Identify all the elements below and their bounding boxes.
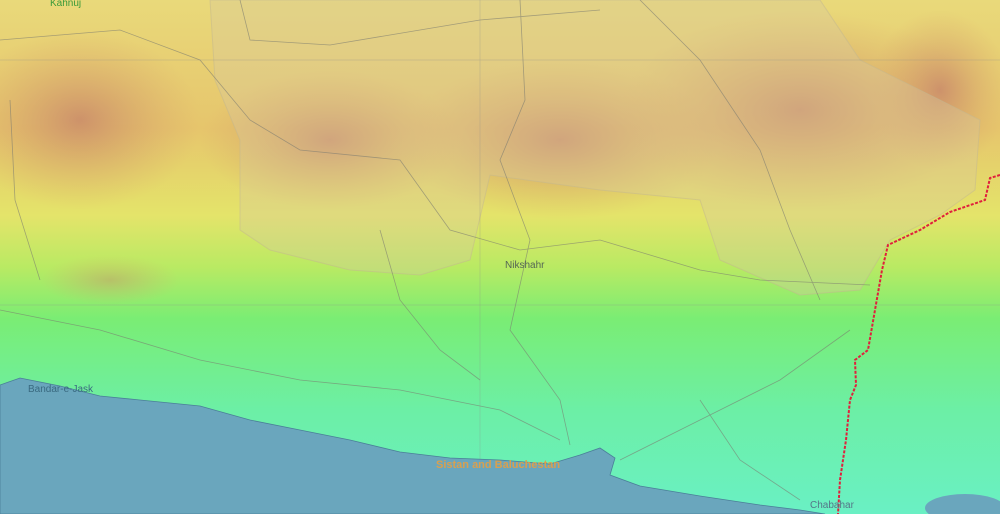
province-shading [209, 0, 981, 296]
place-label: Kahnuj [50, 0, 81, 9]
bay [925, 494, 1000, 514]
place-label: Nikshahr [505, 260, 545, 271]
border [837, 174, 1000, 514]
place-label: Chabahar [810, 500, 855, 511]
sea [0, 377, 826, 514]
region-label: Sistan and Baluchestan [436, 459, 560, 471]
roads [0, 0, 871, 501]
place-label: Bandar-e-Jask [28, 384, 94, 395]
